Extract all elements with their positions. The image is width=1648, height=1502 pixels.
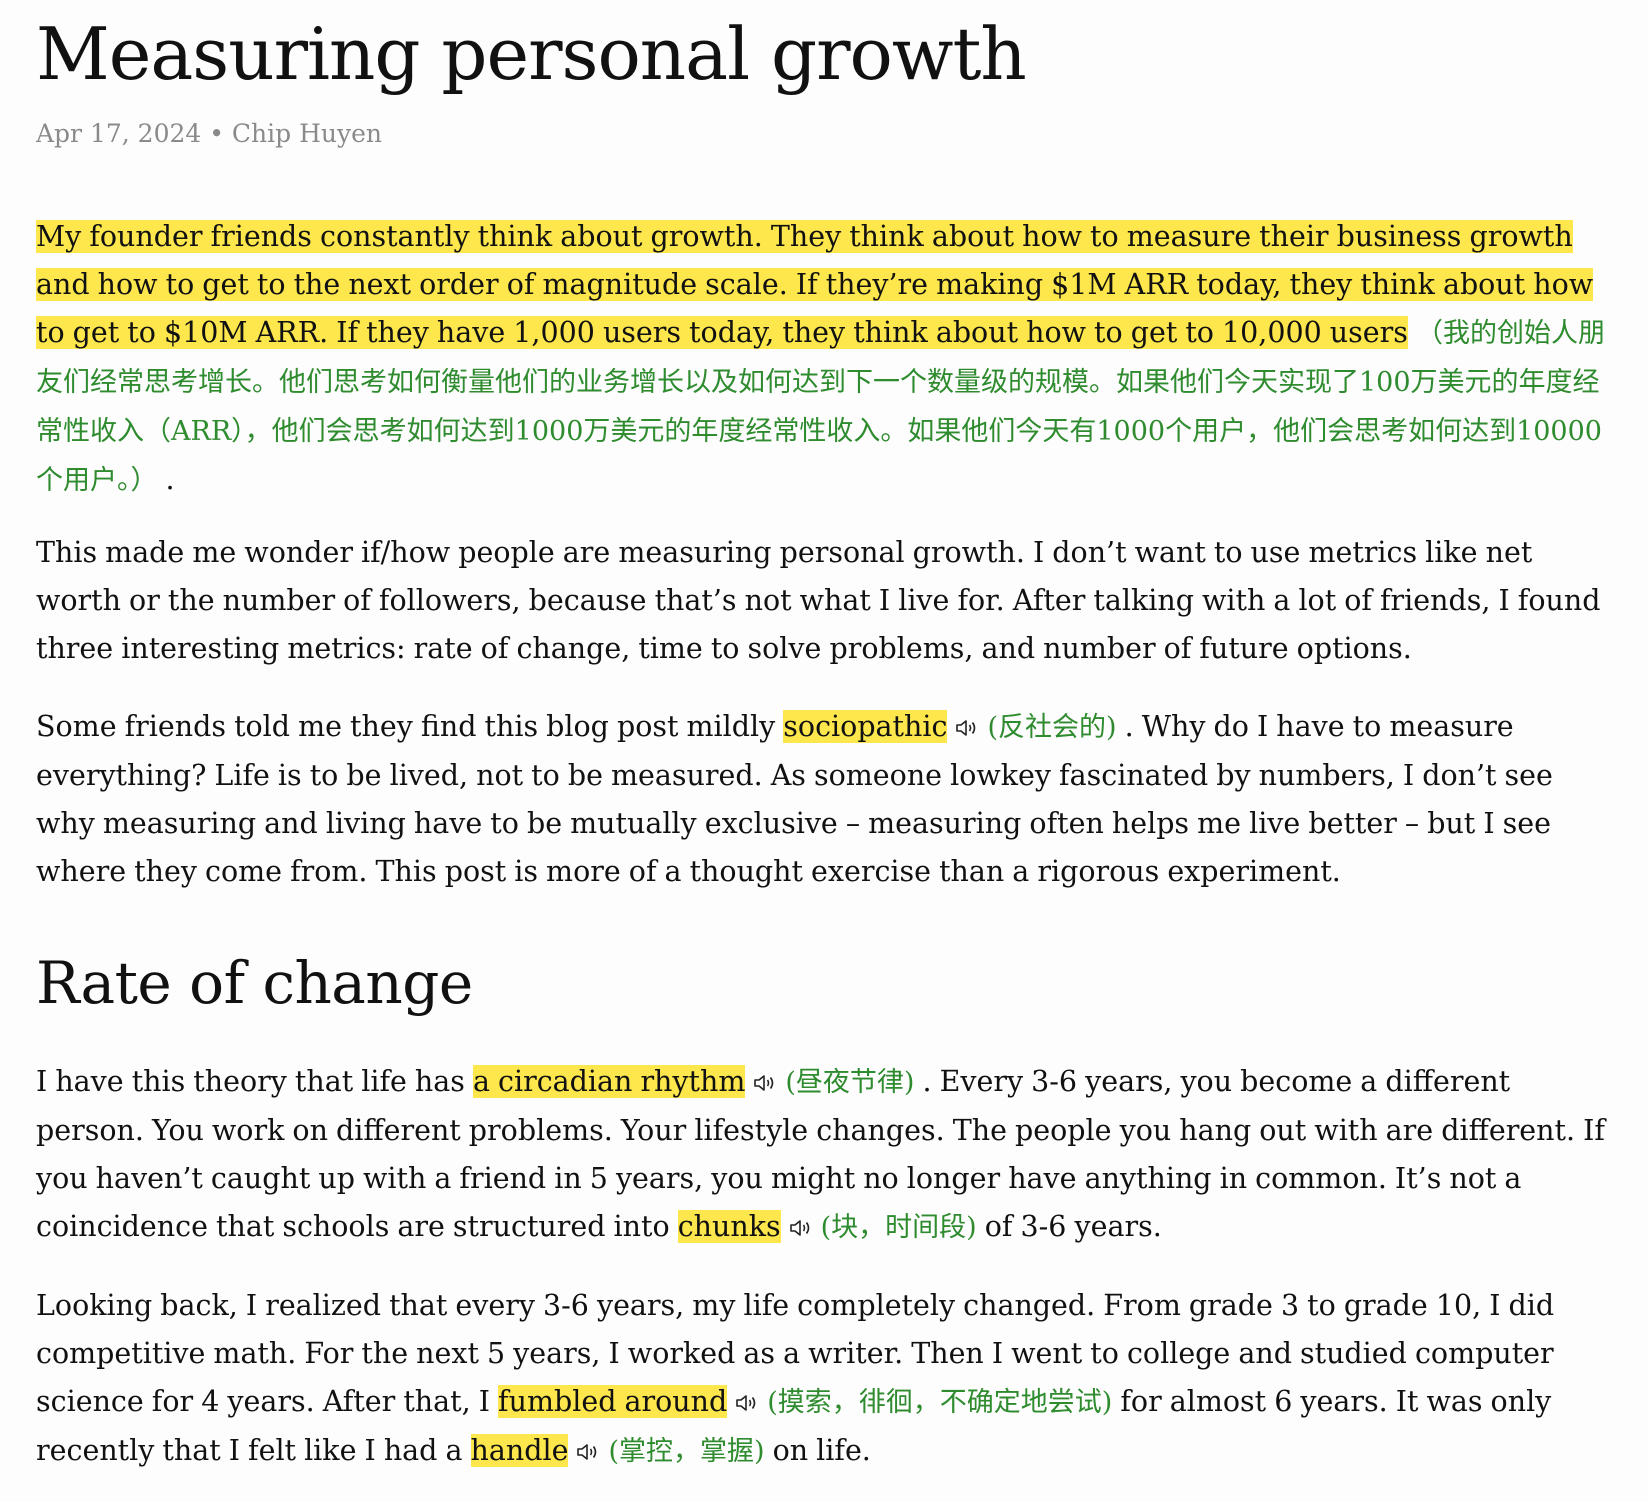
article-body: My founder friends constantly think abou… xyxy=(36,213,1612,1476)
article-meta: Apr 17, 2024 • Chip Huyen xyxy=(36,119,383,148)
translation-text: (反社会的) xyxy=(987,712,1117,743)
section-heading: Rate of change xyxy=(36,949,473,1017)
paragraph-intro: My founder friends constantly think abou… xyxy=(36,213,1612,505)
translation-text: (块，时间段) xyxy=(820,1212,977,1243)
translation-text: (摸索，徘徊，不确定地尝试) xyxy=(767,1387,1113,1418)
translation-text: （我的创始人朋友们经常思考增长。他们思考如何衡量他们的业务增长以及如何达到下一个… xyxy=(36,318,1605,496)
paragraph-text: Some friends told me they find this blog… xyxy=(36,710,784,743)
speaker-icon[interactable] xyxy=(735,1393,761,1413)
highlighted-text[interactable]: My founder friends constantly think abou… xyxy=(36,220,1594,349)
translation-text: (掌控，掌握) xyxy=(608,1436,765,1467)
paragraph-text: for almost 6 years. It was only recently… xyxy=(36,1385,1552,1467)
paragraph-looking-back: Looking back, I realized that every 3-6 … xyxy=(36,1282,1612,1476)
translation-text: (昼夜节律) xyxy=(785,1067,915,1098)
paragraph-text: . xyxy=(157,463,175,496)
article: Measuring personal growth Apr 17, 2024 •… xyxy=(0,6,1648,1476)
speaker-icon[interactable] xyxy=(955,718,981,738)
paragraph-text: This made me wonder if/how people are me… xyxy=(36,536,1601,665)
highlighted-word[interactable]: handle xyxy=(470,1434,569,1467)
paragraph-text: of 3-6 years. xyxy=(976,1210,1162,1243)
highlighted-word[interactable]: fumbled around xyxy=(498,1385,728,1418)
speaker-icon[interactable] xyxy=(753,1073,779,1093)
paragraph-circadian: I have this theory that life has a circa… xyxy=(36,1058,1612,1252)
paragraph-text: . Every 3-6 years, you become a differen… xyxy=(36,1065,1605,1243)
paragraph-sociopathic: Some friends told me they find this blog… xyxy=(36,703,1612,896)
paragraph-text: on life. xyxy=(764,1434,871,1467)
highlighted-word[interactable]: chunks xyxy=(677,1210,781,1243)
speaker-icon[interactable] xyxy=(576,1442,602,1462)
highlighted-word[interactable]: a circadian rhythm xyxy=(472,1065,746,1098)
highlighted-word[interactable]: sociopathic xyxy=(783,710,948,743)
article-title: Measuring personal growth xyxy=(36,12,1027,96)
paragraph-metrics: This made me wonder if/how people are me… xyxy=(36,529,1612,673)
paragraph-text: . Why do I have to measure everything? L… xyxy=(36,710,1553,888)
speaker-icon[interactable] xyxy=(789,1218,815,1238)
paragraph-text: Looking back, I realized that every 3-6 … xyxy=(36,1289,1555,1418)
paragraph-text: I have this theory that life has xyxy=(36,1065,473,1098)
